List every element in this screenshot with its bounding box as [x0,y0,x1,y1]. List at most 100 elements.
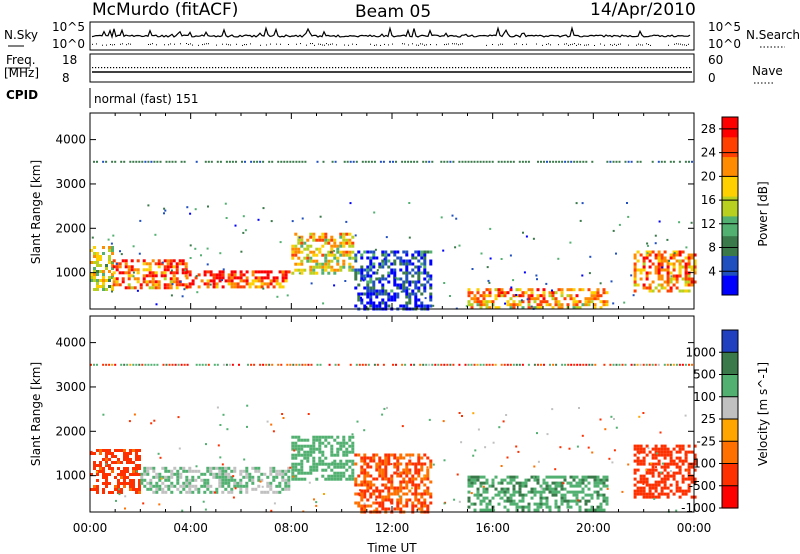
velocity-cell [426,507,430,511]
velocity-echo-point [552,363,555,366]
power-cell [127,271,131,275]
velocity-noise-point [627,463,630,466]
velocity-cell [315,435,319,439]
power-cell [687,265,691,269]
velocity-cell [378,504,382,508]
power-echo-point [334,160,337,163]
power-panel-frame [89,112,695,310]
power-cell [163,283,167,287]
velocity-cell [105,479,108,482]
power-echo-point [576,160,579,163]
velocity-echo-point [328,363,331,366]
velocity-cell [660,465,664,469]
power-cell [420,271,424,275]
power-cell [639,277,643,281]
velocity-cell [675,456,679,460]
velocity-cell [393,456,397,460]
power-echo-point [132,160,135,163]
power-cell [675,280,679,284]
power-cell [111,276,114,279]
velocity-cell [569,490,573,494]
power-cell [360,301,364,305]
power-cell [303,256,307,260]
velocity-noise-point [232,496,235,499]
freq-trace [92,67,692,73]
nsearch-point [148,43,149,45]
velocity-cell [575,502,579,506]
velocity-cell [291,444,295,448]
power-cell [303,247,307,251]
velocity-cell [351,450,355,454]
power-cell [678,289,682,293]
power-cell [366,250,370,254]
power-cell [693,262,697,266]
velocity-noise-point [499,497,502,500]
velocity-cell [303,456,307,460]
power-cell [111,288,114,291]
velocity-noise-point [390,463,393,466]
velocity-cell [678,447,682,451]
velocity-cell [506,481,510,485]
power-cell [390,295,394,299]
power-cell [512,306,516,310]
power-cell [191,279,195,283]
velocity-cell [245,466,249,470]
power-echo-point [591,160,594,163]
power-cell [324,241,328,245]
velocity-echo-point [171,363,174,366]
velocity-cell [669,450,673,454]
velocity-echo-point [431,363,434,366]
velocity-cell [521,508,525,512]
velocity-cell [339,465,343,469]
velocity-noise-point [576,445,579,448]
power-echo-point [606,160,609,163]
velocity-cell [411,507,415,511]
velocity-noise [90,404,689,513]
nave-point [188,67,190,69]
velocity-cell [266,475,270,479]
velocity-echo-point [654,363,657,366]
velocity-cell [330,453,334,457]
power-cell [272,279,276,283]
velocity-cell [105,455,108,458]
power-cell [275,282,279,286]
velocity-echo-point [165,363,168,366]
velocity-cell [360,483,364,487]
velocity-cell [233,466,237,470]
velocity-cell [369,483,373,487]
power-cell [360,253,364,257]
power-cell [102,282,105,285]
velocity-cell [245,487,249,491]
power-cell [90,276,93,279]
velocity-echo-point [298,363,301,366]
velocity-noise-point [177,416,180,419]
nsearch-point [392,43,393,45]
power-cell [633,271,637,275]
power-cell [560,294,564,298]
nsearch-point [260,44,261,46]
power-cell [551,294,555,298]
velocity-cell [408,498,412,502]
power-echo-point [639,160,642,163]
velocity-cell [642,474,646,478]
power-cell [118,265,122,269]
velocity-noise-point [638,452,641,455]
velocity-cell [108,449,111,452]
velocity-noise-point [234,487,237,490]
velocity-cell [654,447,658,451]
power-cell [300,271,304,275]
power-cell [654,256,658,260]
nave-point [158,67,160,69]
velocity-cell [411,453,415,457]
velocity-cell [318,447,322,451]
power-echo-point [651,160,654,163]
velocity-ytick-label: 1000 [55,469,86,483]
velocity-cell [239,487,243,491]
velocity-cell [348,477,352,481]
power-cell [96,270,99,273]
power-cell [281,279,285,283]
velocity-cell [360,492,364,496]
nave-point [344,67,346,69]
power-cell [687,262,691,266]
velocity-cell [342,462,346,466]
